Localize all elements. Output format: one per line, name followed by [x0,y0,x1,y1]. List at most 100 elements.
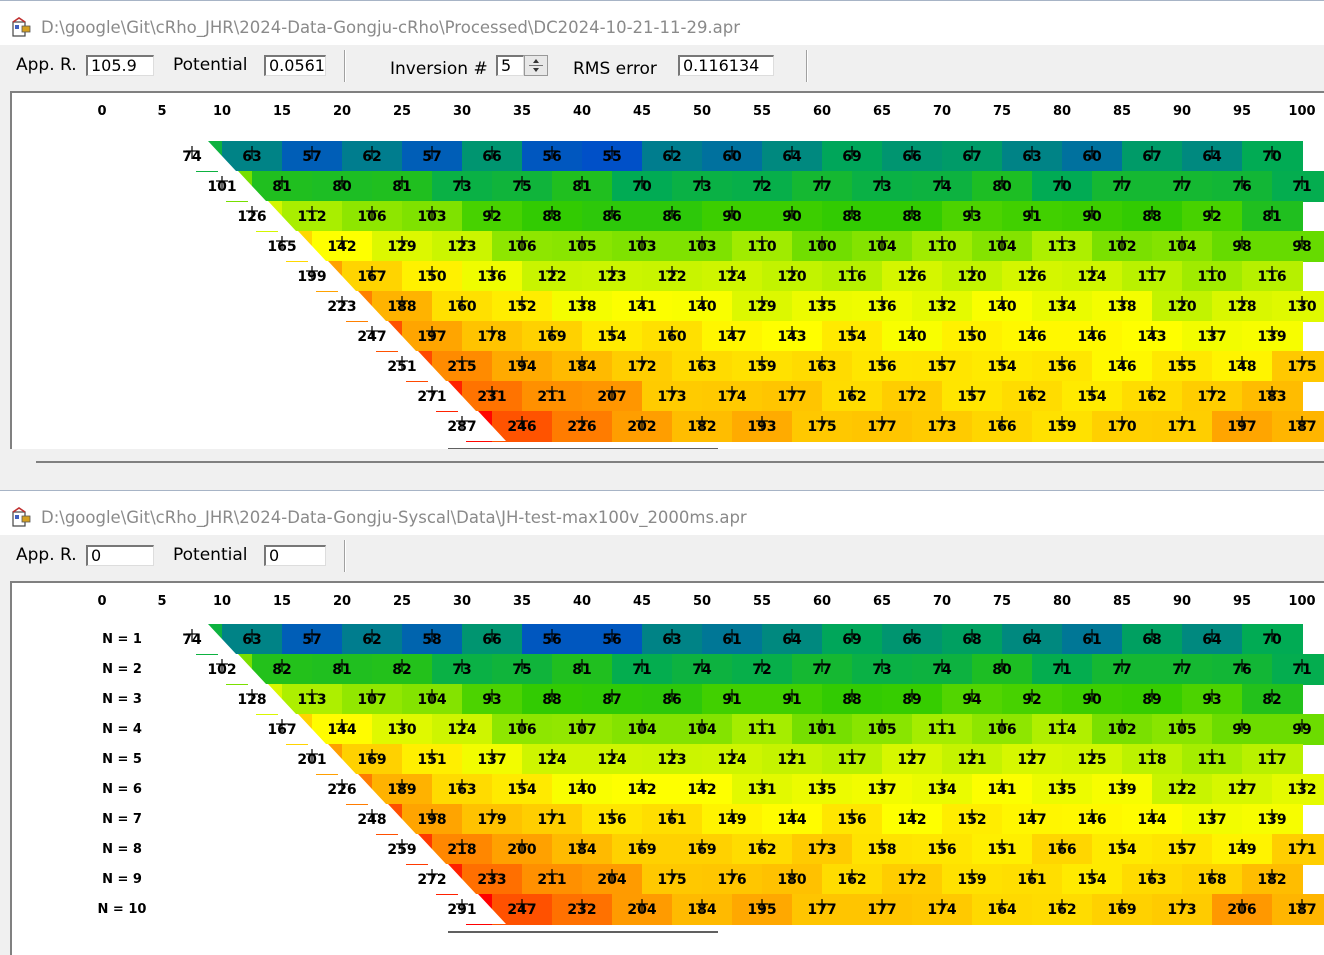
data-point[interactable]: 74 [932,659,952,678]
data-point[interactable]: 163 [1137,869,1167,888]
data-point[interactable]: 80 [992,659,1012,678]
data-point[interactable]: 111 [747,719,777,738]
data-point[interactable]: 143 [777,326,807,345]
data-point[interactable]: 110 [1197,266,1227,285]
data-point[interactable]: 101 [207,176,237,195]
data-point[interactable]: 82 [1262,689,1282,708]
data-point[interactable]: 140 [897,326,927,345]
data-point[interactable]: 81 [1262,206,1282,225]
data-point[interactable]: 129 [747,296,777,315]
horizontal-scrollbar[interactable] [10,449,1324,475]
data-point[interactable]: 141 [987,779,1017,798]
data-point[interactable]: 69 [842,629,862,648]
data-point[interactable]: 172 [897,386,927,405]
data-point[interactable]: 63 [242,629,262,648]
data-point[interactable]: 132 [1287,779,1317,798]
data-point[interactable]: 156 [1047,356,1077,375]
data-point[interactable]: 71 [1292,659,1312,678]
data-point[interactable]: 127 [897,749,927,768]
data-point[interactable]: 77 [1112,659,1132,678]
data-point[interactable]: 151 [987,839,1017,858]
data-point[interactable]: 81 [332,659,352,678]
data-point[interactable]: 156 [927,839,957,858]
data-point[interactable]: 111 [1197,749,1227,768]
data-point[interactable]: 77 [812,659,832,678]
data-point[interactable]: 146 [1107,356,1137,375]
data-point[interactable]: 102 [1107,719,1137,738]
data-point[interactable]: 182 [1257,869,1287,888]
data-point[interactable]: 70 [632,176,652,195]
data-point[interactable]: 154 [1077,869,1107,888]
data-point[interactable]: 88 [842,689,862,708]
data-point[interactable]: 169 [1107,899,1137,918]
data-point[interactable]: 104 [687,719,717,738]
data-point[interactable]: 171 [1167,416,1197,435]
data-point[interactable]: 137 [867,779,897,798]
data-point[interactable]: 172 [1197,386,1227,405]
data-point[interactable]: 123 [597,266,627,285]
data-point[interactable]: 91 [722,689,742,708]
data-point[interactable]: 139 [1257,326,1287,345]
data-point[interactable]: 151 [417,749,447,768]
data-point[interactable]: 226 [327,779,357,798]
data-point[interactable]: 156 [597,809,627,828]
data-point[interactable]: 173 [927,416,957,435]
data-point[interactable]: 107 [357,689,387,708]
data-point[interactable]: 206 [1227,899,1257,918]
pseudosection-plot[interactable]: 0 5 10 15 20 25 30 35 40 45 50 55 60 65 70 75 80 85 90 95 10… [10,581,1324,955]
data-point[interactable]: 189 [387,779,417,798]
data-point[interactable]: 233 [477,869,507,888]
data-point[interactable]: 73 [872,659,892,678]
data-point[interactable]: 187 [1287,899,1317,918]
data-point[interactable]: 131 [747,779,777,798]
data-point[interactable]: 180 [777,869,807,888]
data-point[interactable]: 72 [752,659,772,678]
data-point[interactable]: 61 [1082,629,1102,648]
data-point[interactable]: 75 [512,659,532,678]
data-point[interactable]: 64 [782,146,802,165]
data-point[interactable]: 77 [1172,176,1192,195]
data-point[interactable]: 152 [957,809,987,828]
data-point[interactable]: 120 [957,266,987,285]
data-point[interactable]: 157 [957,386,987,405]
data-point[interactable]: 159 [957,869,987,888]
data-point[interactable]: 184 [567,839,597,858]
data-point[interactable]: 141 [627,296,657,315]
data-point[interactable]: 154 [1107,839,1137,858]
data-point[interactable]: 76 [1232,659,1252,678]
data-point[interactable]: 163 [807,356,837,375]
data-point[interactable]: 126 [237,206,267,225]
data-point[interactable]: 63 [1022,146,1042,165]
data-point[interactable]: 159 [747,356,777,375]
data-point[interactable]: 75 [512,176,532,195]
data-point[interactable]: 246 [507,416,537,435]
data-point[interactable]: 184 [687,899,717,918]
data-point[interactable]: 62 [362,146,382,165]
data-point[interactable]: 91 [782,689,802,708]
data-point[interactable]: 66 [482,629,502,648]
data-point[interactable]: 121 [777,749,807,768]
data-point[interactable]: 157 [927,356,957,375]
data-point[interactable]: 198 [417,809,447,828]
data-point[interactable]: 105 [1167,719,1197,738]
pseudosection-canvas[interactable]: 0 5 10 15 20 25 30 35 40 45 50 55 60 65 70 75 80 85 90 95 10… [10,583,1324,955]
data-point[interactable]: 124 [717,266,747,285]
data-point[interactable]: 177 [867,416,897,435]
data-point[interactable]: 58 [422,629,442,648]
data-point[interactable]: 82 [392,659,412,678]
data-point[interactable]: 144 [777,809,807,828]
data-point[interactable]: 162 [1137,386,1167,405]
data-point[interactable]: 167 [357,266,387,285]
data-point[interactable]: 64 [1202,146,1222,165]
data-point[interactable]: 69 [842,146,862,165]
data-point[interactable]: 160 [657,326,687,345]
data-point[interactable]: 197 [1227,416,1257,435]
data-point[interactable]: 136 [477,266,507,285]
data-point[interactable]: 169 [357,749,387,768]
data-point[interactable]: 60 [722,146,742,165]
data-point[interactable]: 291 [447,899,477,918]
data-point[interactable]: 125 [1077,749,1107,768]
data-point[interactable]: 68 [962,629,982,648]
data-point[interactable]: 67 [962,146,982,165]
data-point[interactable]: 152 [507,296,537,315]
